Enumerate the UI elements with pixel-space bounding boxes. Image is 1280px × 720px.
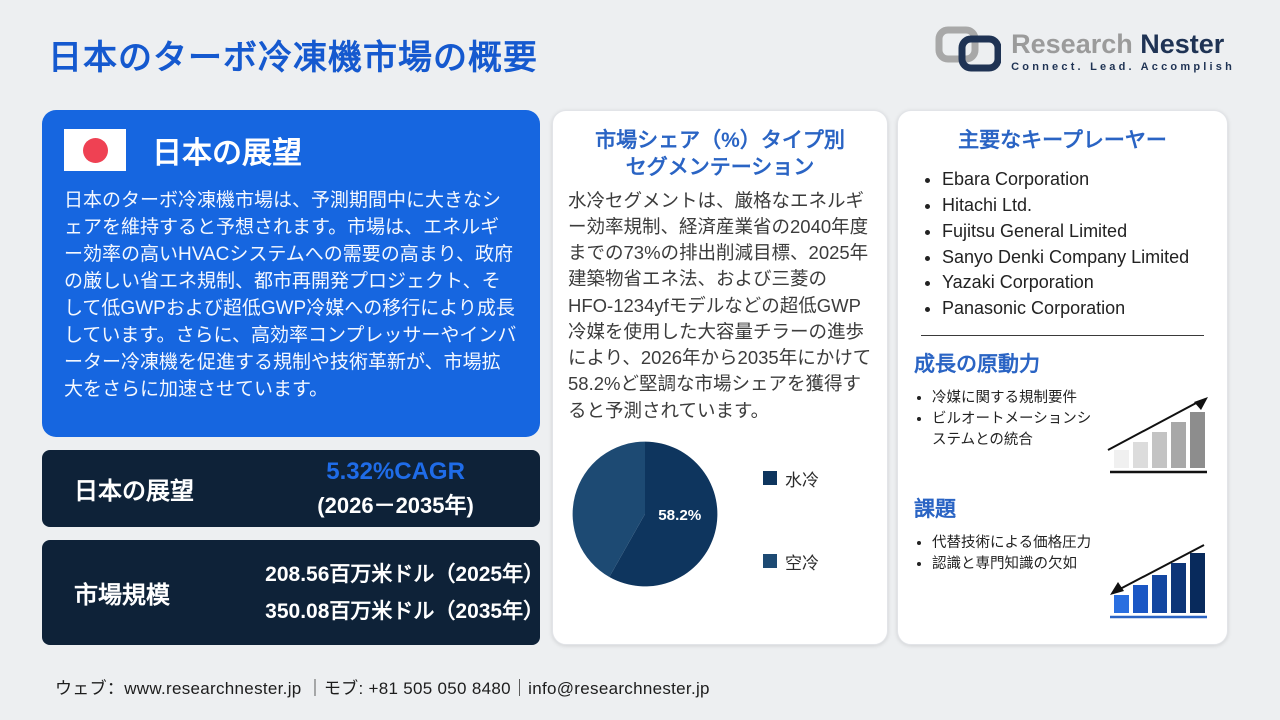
key-players-heading: 主要なキープレーヤー <box>958 129 1167 152</box>
page-title: 日本のターボ冷凍機市場の概要 <box>48 39 538 77</box>
market-size-label: 市場規模 <box>74 582 170 609</box>
cagr-panel: 日本の展望 5.32%CAGR (2026－2035年) <box>42 450 540 527</box>
list-item: ビルオートメーションシステムとの統合 <box>932 409 1100 451</box>
outlook-heading: 日本の展望 <box>152 137 302 170</box>
list-item: Fujitsu General Limited <box>942 220 1227 244</box>
challenges-bar-chart-icon <box>1106 539 1210 626</box>
japan-outlook-panel: 日本の展望 日本のターボ冷凍機市場は、予測期間中に大きなシェアを維持すると予想さ… <box>42 110 540 437</box>
list-item: Yazaki Corporation <box>942 271 1227 295</box>
legend-swatch-air-cooled <box>763 554 777 569</box>
segmentation-heading: 市場シェア（%）タイプ別 セグメンテーション <box>595 129 845 180</box>
key-players-list: Ebara Corporation Hitachi Ltd. Fujitsu G… <box>942 168 1227 321</box>
challenges-heading: 課題 <box>914 497 956 521</box>
market-size-2035: 350.08百万米ドル（2035年） <box>265 599 545 623</box>
legend-item-air-cooled: 空冷 <box>763 549 819 574</box>
outlook-paragraph: 日本のターボ冷凍機市場は、予測期間中に大きなシェアを維持すると予想されます。市場… <box>64 190 517 400</box>
list-item: 認識と専門知識の欠如 <box>932 554 1100 575</box>
footer-contact-info: ウェブ：www.researchnester.jp ｜モブ: +81 505 0… <box>55 679 710 698</box>
growth-drivers-heading: 成長の原動力 <box>914 352 1040 376</box>
list-item: Panasonic Corporation <box>942 297 1227 321</box>
list-item: 代替技術による価格圧力 <box>932 533 1100 554</box>
list-item: Sanyo Denki Company Limited <box>942 246 1227 270</box>
cagr-period: (2026－2035年) <box>317 492 474 518</box>
growth-bar-chart-icon <box>1106 394 1210 481</box>
market-size-panel: 市場規模 208.56百万米ドル（2025年） 350.08百万米ドル（2035… <box>42 540 545 645</box>
pie-slice-air-cooled <box>572 441 645 577</box>
cagr-value: 5.32%CAGR <box>326 457 465 485</box>
pie-slice-water-cooled <box>609 441 718 587</box>
market-size-2025: 208.56百万米ドル（2025年） <box>265 562 545 586</box>
challenges-list: 代替技術による価格圧力 認識と専門知識の欠如 <box>932 533 1100 575</box>
segmentation-paragraph: 水冷セグメントは、厳格なエネルギー効率規制、経済産業省の2040年度までの73%… <box>568 189 872 421</box>
chain-links-logo-icon <box>935 26 1002 77</box>
key-players-card: 主要なキープレーヤー Ebara Corporation Hitachi Ltd… <box>897 110 1228 645</box>
research-nester-logo: Research Nester Connect. Lead. Accomplis… <box>935 26 1235 77</box>
pie-legend: 水冷 空冷 <box>763 466 819 590</box>
logo-wordmark: Research Nester <box>1011 29 1225 60</box>
pie-data-label: 58.2% <box>658 507 702 524</box>
legend-swatch-water-cooled <box>763 471 777 486</box>
list-item: Hitachi Ltd. <box>942 194 1227 218</box>
logo-tagline: Connect. Lead. Accomplish <box>1011 60 1235 73</box>
legend-item-water-cooled: 水冷 <box>763 466 819 491</box>
growth-drivers-list: 冷媒に関する規制要件 ビルオートメーションシステムとの統合 <box>932 388 1100 451</box>
cagr-panel-label: 日本の展望 <box>74 478 194 505</box>
japan-flag-icon <box>64 129 126 171</box>
market-share-pie-chart: 58.2% <box>572 441 718 587</box>
segmentation-card: 市場シェア（%）タイプ別 セグメンテーション 水冷セグメントは、厳格なエネルギー… <box>552 110 888 645</box>
list-item: Ebara Corporation <box>942 168 1227 192</box>
list-item: 冷媒に関する規制要件 <box>932 388 1100 409</box>
section-divider <box>921 334 1204 336</box>
